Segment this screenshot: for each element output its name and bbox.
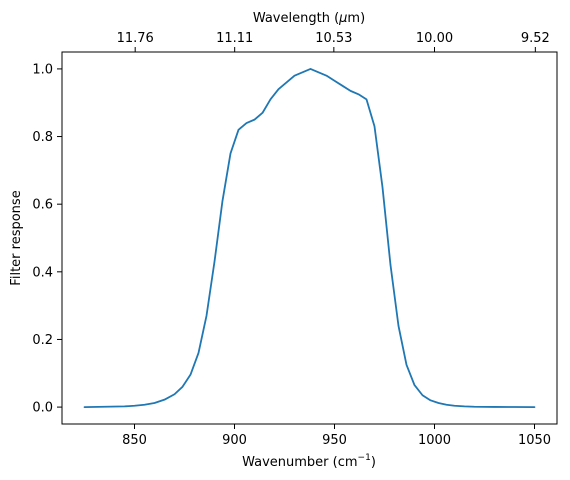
x-tick-label: 900 <box>222 433 247 448</box>
top-x-tick-label: 10.00 <box>416 31 453 46</box>
x-tick-label: 1000 <box>418 433 451 448</box>
y-tick-label: 1.0 <box>32 62 53 77</box>
x-axis-label-main: Wavenumber (cm <box>242 455 357 470</box>
plot-frame <box>61 51 558 425</box>
x-tick-label: 850 <box>122 433 147 448</box>
top-axis-label-mu: μ <box>338 11 347 26</box>
ticks-layer: 850 900 950 1000 1050 0.0 0.2 0.4 0.6 0.8 1.0 11.76… <box>32 31 551 448</box>
top-axis-label-end: m) <box>347 11 365 26</box>
top-x-tick-label: 10.53 <box>315 31 352 46</box>
x-axis-label: Wavenumber (cm−1) <box>242 453 376 470</box>
top-axis-label: Wavelength (μm) <box>253 11 365 26</box>
x-tick-label: 950 <box>322 433 347 448</box>
y-tick-label: 0.4 <box>32 265 53 280</box>
y-tick-label: 0.8 <box>32 130 53 145</box>
top-x-tick-label: 11.76 <box>117 31 154 46</box>
y-tick-label: 0.2 <box>32 333 53 348</box>
top-axis-label-main: Wavelength ( <box>253 11 339 26</box>
x-tick-label: 1050 <box>518 433 551 448</box>
x-axis-label-end: ) <box>371 455 376 470</box>
y-axis-label: Filter response <box>9 190 24 285</box>
filter-response-line <box>83 68 536 408</box>
x-axis-label-superscript: −1 <box>358 453 371 463</box>
y-tick-label: 0.6 <box>32 198 53 213</box>
top-x-tick-label: 11.11 <box>216 31 253 46</box>
top-x-tick-label: 9.52 <box>521 31 550 46</box>
y-tick-label: 0.0 <box>32 401 53 416</box>
